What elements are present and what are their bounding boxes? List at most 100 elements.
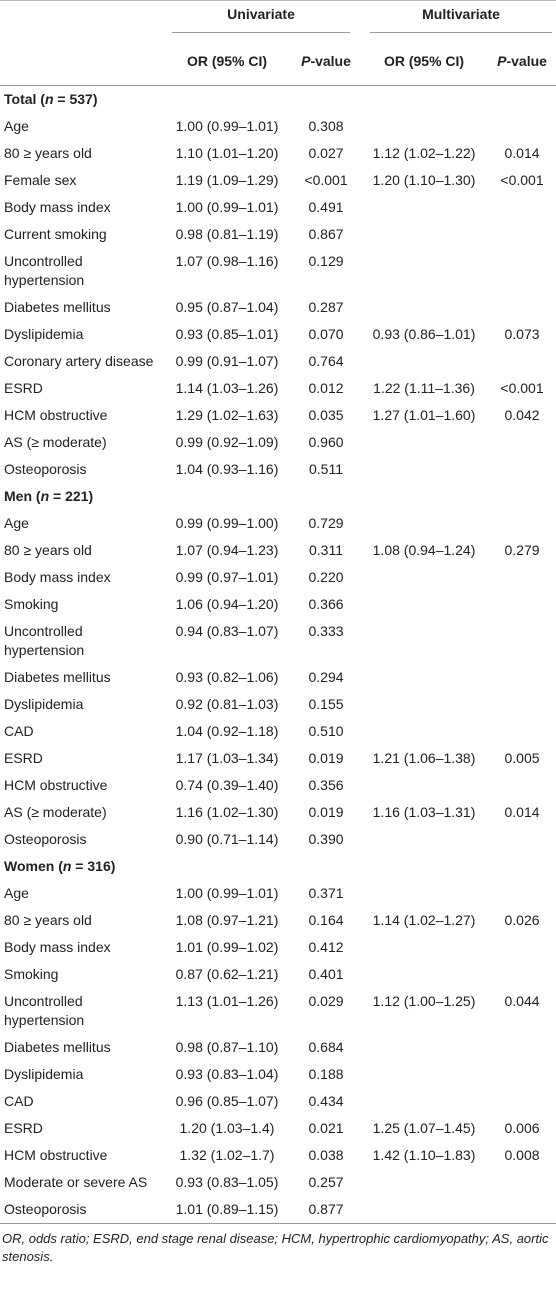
row-label: CAD bbox=[4, 1093, 34, 1109]
group-row: Univariate Multivariate bbox=[0, 1, 556, 37]
row-label: Age bbox=[4, 515, 29, 531]
uni-p: 0.401 bbox=[308, 966, 344, 982]
uni-p: 0.434 bbox=[308, 1093, 344, 1109]
multi-or bbox=[360, 221, 488, 248]
multi-or: 1.14 (1.02–1.27) bbox=[372, 912, 476, 928]
multi-or bbox=[360, 880, 488, 907]
uni-or: 0.94 (0.83–1.07) bbox=[175, 623, 279, 639]
uni-p: <0.001 bbox=[304, 172, 348, 188]
row-label: ESRD bbox=[4, 380, 43, 396]
multi-p bbox=[488, 1169, 556, 1196]
table-body: Total (n = 537) Age 1.00 (0.99–1.01) 0.308 8… bbox=[0, 86, 556, 1224]
section-title: Total (n = 537) bbox=[0, 86, 556, 114]
uni-p: 0.308 bbox=[308, 118, 344, 134]
multi-or bbox=[360, 1169, 488, 1196]
multi-p bbox=[488, 1061, 556, 1088]
uni-or: 0.98 (0.87–1.10) bbox=[175, 1039, 279, 1055]
multi-p: 0.006 bbox=[504, 1120, 540, 1136]
uni-or: 0.99 (0.99–1.00) bbox=[175, 515, 279, 531]
data-row: Uncontrolled hypertension 0.94 (0.83–1.07… bbox=[0, 618, 556, 664]
uni-p: 0.012 bbox=[308, 380, 344, 396]
uni-p: 0.867 bbox=[308, 226, 344, 242]
uni-p: 0.877 bbox=[308, 1201, 344, 1217]
data-row: HCM obstructive 1.32 (1.02–1.7) 0.038 1.42 … bbox=[0, 1142, 556, 1169]
data-row: HCM obstructive 1.29 (1.02–1.63) 0.035 1.27… bbox=[0, 402, 556, 429]
data-row: Body mass index 1.01 (0.99–1.02) 0.412 bbox=[0, 934, 556, 961]
data-row: Osteoporosis 0.90 (0.71–1.14) 0.390 bbox=[0, 826, 556, 853]
table-wrap: Univariate Multivariate OR (95% CI) P-va… bbox=[0, 0, 556, 1224]
section-title-part: n bbox=[62, 858, 72, 874]
multi-or bbox=[360, 564, 488, 591]
uni-or: 1.32 (1.02–1.7) bbox=[179, 1147, 275, 1163]
uni-p: 0.371 bbox=[308, 885, 344, 901]
uni-p: 0.220 bbox=[308, 569, 344, 585]
multi-p bbox=[488, 591, 556, 618]
multi-or: 1.12 (1.00–1.25) bbox=[372, 993, 476, 1009]
row-label: Coronary artery disease bbox=[4, 353, 154, 369]
row-label: Osteoporosis bbox=[4, 1201, 87, 1217]
uni-or: 1.29 (1.02–1.63) bbox=[175, 407, 279, 423]
footnote: OR, odds ratio; ESRD, end stage renal di… bbox=[2, 1231, 549, 1264]
uni-p: 0.155 bbox=[308, 696, 344, 712]
multi-or bbox=[360, 194, 488, 221]
multi-p: 0.044 bbox=[504, 993, 540, 1009]
row-label: Uncontrolled hypertension bbox=[4, 993, 85, 1028]
row-label: Body mass index bbox=[4, 199, 111, 215]
uni-p: 0.510 bbox=[308, 723, 344, 739]
p-italic: P bbox=[497, 52, 507, 69]
row-label: Female sex bbox=[4, 172, 77, 188]
data-row: Body mass index 1.00 (0.99–1.01) 0.491 bbox=[0, 194, 556, 221]
data-row: Age 1.00 (0.99–1.01) 0.371 bbox=[0, 880, 556, 907]
or-header: OR (95% CI) bbox=[360, 37, 489, 86]
multi-or bbox=[360, 961, 488, 988]
data-row: ESRD 1.14 (1.03–1.26) 0.012 1.22 (1.11–1.36… bbox=[0, 375, 556, 402]
row-label: Uncontrolled hypertension bbox=[4, 253, 85, 288]
multi-p bbox=[488, 564, 556, 591]
multi-p: 0.026 bbox=[504, 912, 540, 928]
data-row: Dyslipidemia 0.93 (0.83–1.04) 0.188 bbox=[0, 1061, 556, 1088]
uni-p: 0.019 bbox=[308, 750, 344, 766]
data-row: Smoking 0.87 (0.62–1.21) 0.401 bbox=[0, 961, 556, 988]
multi-p bbox=[488, 221, 556, 248]
multi-or: 1.42 (1.10–1.83) bbox=[372, 1147, 476, 1163]
row-label: HCM obstructive bbox=[4, 1147, 108, 1163]
multi-p bbox=[488, 1196, 556, 1223]
uni-or: 1.00 (0.99–1.01) bbox=[175, 118, 279, 134]
data-row: Diabetes mellitus 0.95 (0.87–1.04) 0.287 bbox=[0, 294, 556, 321]
uni-p: 0.070 bbox=[308, 326, 344, 342]
multi-p: <0.001 bbox=[500, 380, 544, 396]
section-title-part: n bbox=[40, 488, 50, 504]
uni-or: 0.99 (0.97–1.01) bbox=[175, 569, 279, 585]
multi-or bbox=[360, 248, 488, 294]
multi-or: 0.93 (0.86–1.01) bbox=[372, 326, 476, 342]
multi-p bbox=[488, 826, 556, 853]
uni-or: 0.93 (0.83–1.04) bbox=[175, 1066, 279, 1082]
uni-p: 0.257 bbox=[308, 1174, 344, 1190]
uni-or: 1.07 (0.94–1.23) bbox=[175, 542, 279, 558]
results-table: Univariate Multivariate OR (95% CI) P-va… bbox=[0, 1, 556, 1223]
uni-p: 0.021 bbox=[308, 1120, 344, 1136]
data-row: CAD 1.04 (0.92–1.18) 0.510 bbox=[0, 718, 556, 745]
uni-or: 1.17 (1.03–1.34) bbox=[175, 750, 279, 766]
multi-p bbox=[488, 691, 556, 718]
uni-p: 0.038 bbox=[308, 1147, 344, 1163]
multi-or bbox=[360, 934, 488, 961]
uni-or: 0.96 (0.85–1.07) bbox=[175, 1093, 279, 1109]
multi-p bbox=[488, 961, 556, 988]
multi-or bbox=[360, 429, 488, 456]
row-label: 80 ≥ years old bbox=[4, 912, 92, 928]
uni-p: 0.188 bbox=[308, 1066, 344, 1082]
uni-or: 1.07 (0.98–1.16) bbox=[175, 253, 279, 269]
multi-or bbox=[360, 618, 488, 664]
row-label: AS (≥ moderate) bbox=[4, 804, 107, 820]
uni-p: 0.684 bbox=[308, 1039, 344, 1055]
multi-or: 1.12 (1.02–1.22) bbox=[372, 145, 476, 161]
row-label: Diabetes mellitus bbox=[4, 669, 111, 685]
multi-p: 0.014 bbox=[504, 145, 540, 161]
uni-or: 0.74 (0.39–1.40) bbox=[175, 777, 279, 793]
uni-p: 0.164 bbox=[308, 912, 344, 928]
section-title-part: = 537) bbox=[53, 91, 98, 107]
uni-or: 1.04 (0.92–1.18) bbox=[175, 723, 279, 739]
multi-or: 1.08 (0.94–1.24) bbox=[372, 542, 476, 558]
